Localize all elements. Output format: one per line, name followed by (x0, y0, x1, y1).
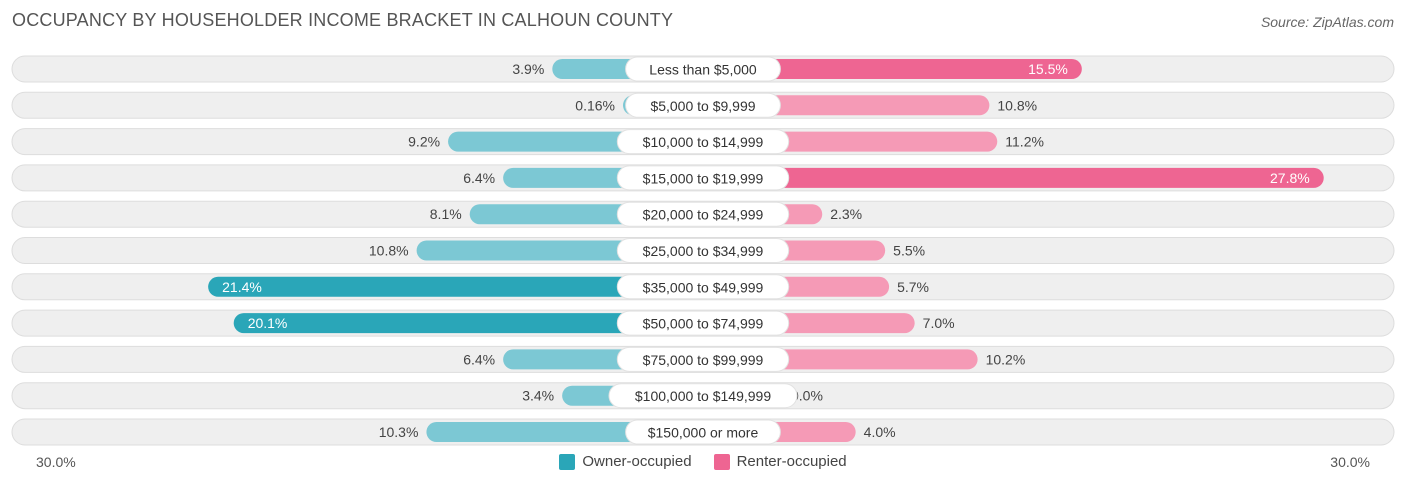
owner-value-label: 10.8% (369, 243, 409, 259)
category-pill (616, 310, 790, 336)
legend-item-owner: Owner-occupied (559, 453, 692, 470)
axis-left-label: 30.0% (36, 454, 76, 470)
chart-title: OCCUPANCY BY HOUSEHOLDER INCOME BRACKET … (12, 10, 674, 30)
owner-value-label: 6.4% (463, 351, 495, 367)
renter-value-label: 0.0% (791, 388, 823, 404)
category-label: $15,000 to $19,999 (643, 170, 764, 186)
renter-swatch (713, 453, 730, 470)
axis-right-label: 30.0% (1330, 454, 1370, 470)
owner-value-label: 6.4% (463, 170, 495, 186)
owner-value-label: 3.4% (522, 388, 554, 404)
legend-owner-label: Owner-occupied (582, 453, 692, 470)
owner-value-label: 8.1% (430, 206, 462, 222)
legend-item-renter: Renter-occupied (713, 453, 847, 470)
category-pill (616, 346, 790, 372)
owner-value-label: 9.2% (408, 134, 440, 150)
category-pill (616, 238, 790, 263)
renter-value-label: 4.0% (864, 424, 896, 440)
renter-value-label: 11.2% (1005, 134, 1044, 150)
category-pill (625, 56, 781, 82)
renter-value-label: 10.2% (986, 351, 1026, 367)
owner-value-label: 21.4% (222, 279, 262, 295)
category-label: $100,000 to $149,999 (635, 388, 771, 404)
category-label: $50,000 to $74,999 (643, 316, 764, 332)
owner-value-label: 0.16% (575, 97, 615, 113)
renter-bar (703, 59, 1082, 79)
owner-value-label: 20.1% (248, 315, 288, 331)
renter-value-label: 15.5% (1028, 61, 1068, 77)
category-label: $150,000 or more (648, 425, 759, 441)
category-pill (616, 129, 790, 155)
category-label: $20,000 to $24,999 (643, 207, 764, 223)
category-pill (616, 274, 790, 300)
category-label: $5,000 to $9,999 (650, 98, 755, 114)
category-label: $75,000 to $99,999 (643, 352, 764, 368)
renter-value-label: 27.8% (1270, 170, 1310, 186)
renter-value-label: 10.8% (997, 97, 1037, 113)
category-pill (616, 201, 790, 227)
category-label: $35,000 to $49,999 (643, 279, 764, 295)
legend-renter-label: Renter-occupied (736, 453, 847, 470)
renter-value-label: 2.3% (830, 206, 862, 222)
owner-bar (233, 313, 703, 334)
renter-value-label: 7.0% (923, 315, 955, 331)
category-label: $10,000 to $14,999 (643, 134, 764, 150)
category-label: $25,000 to $34,999 (643, 243, 764, 259)
source-attribution: Source: ZipAtlas.com (1260, 14, 1394, 30)
legend: Owner-occupied Renter-occupied (0, 453, 1406, 470)
category-label: Less than $5,000 (649, 62, 757, 78)
renter-bar (703, 167, 1324, 188)
category-pill (616, 165, 790, 191)
owner-swatch (559, 453, 576, 470)
owner-bar (208, 276, 703, 297)
owner-value-label: 10.3% (379, 424, 419, 440)
category-pill (625, 92, 781, 118)
renter-value-label: 5.5% (893, 243, 925, 259)
category-pill (625, 419, 781, 445)
category-pill (608, 383, 798, 409)
renter-value-label: 5.7% (897, 279, 929, 295)
owner-value-label: 3.9% (512, 61, 544, 77)
